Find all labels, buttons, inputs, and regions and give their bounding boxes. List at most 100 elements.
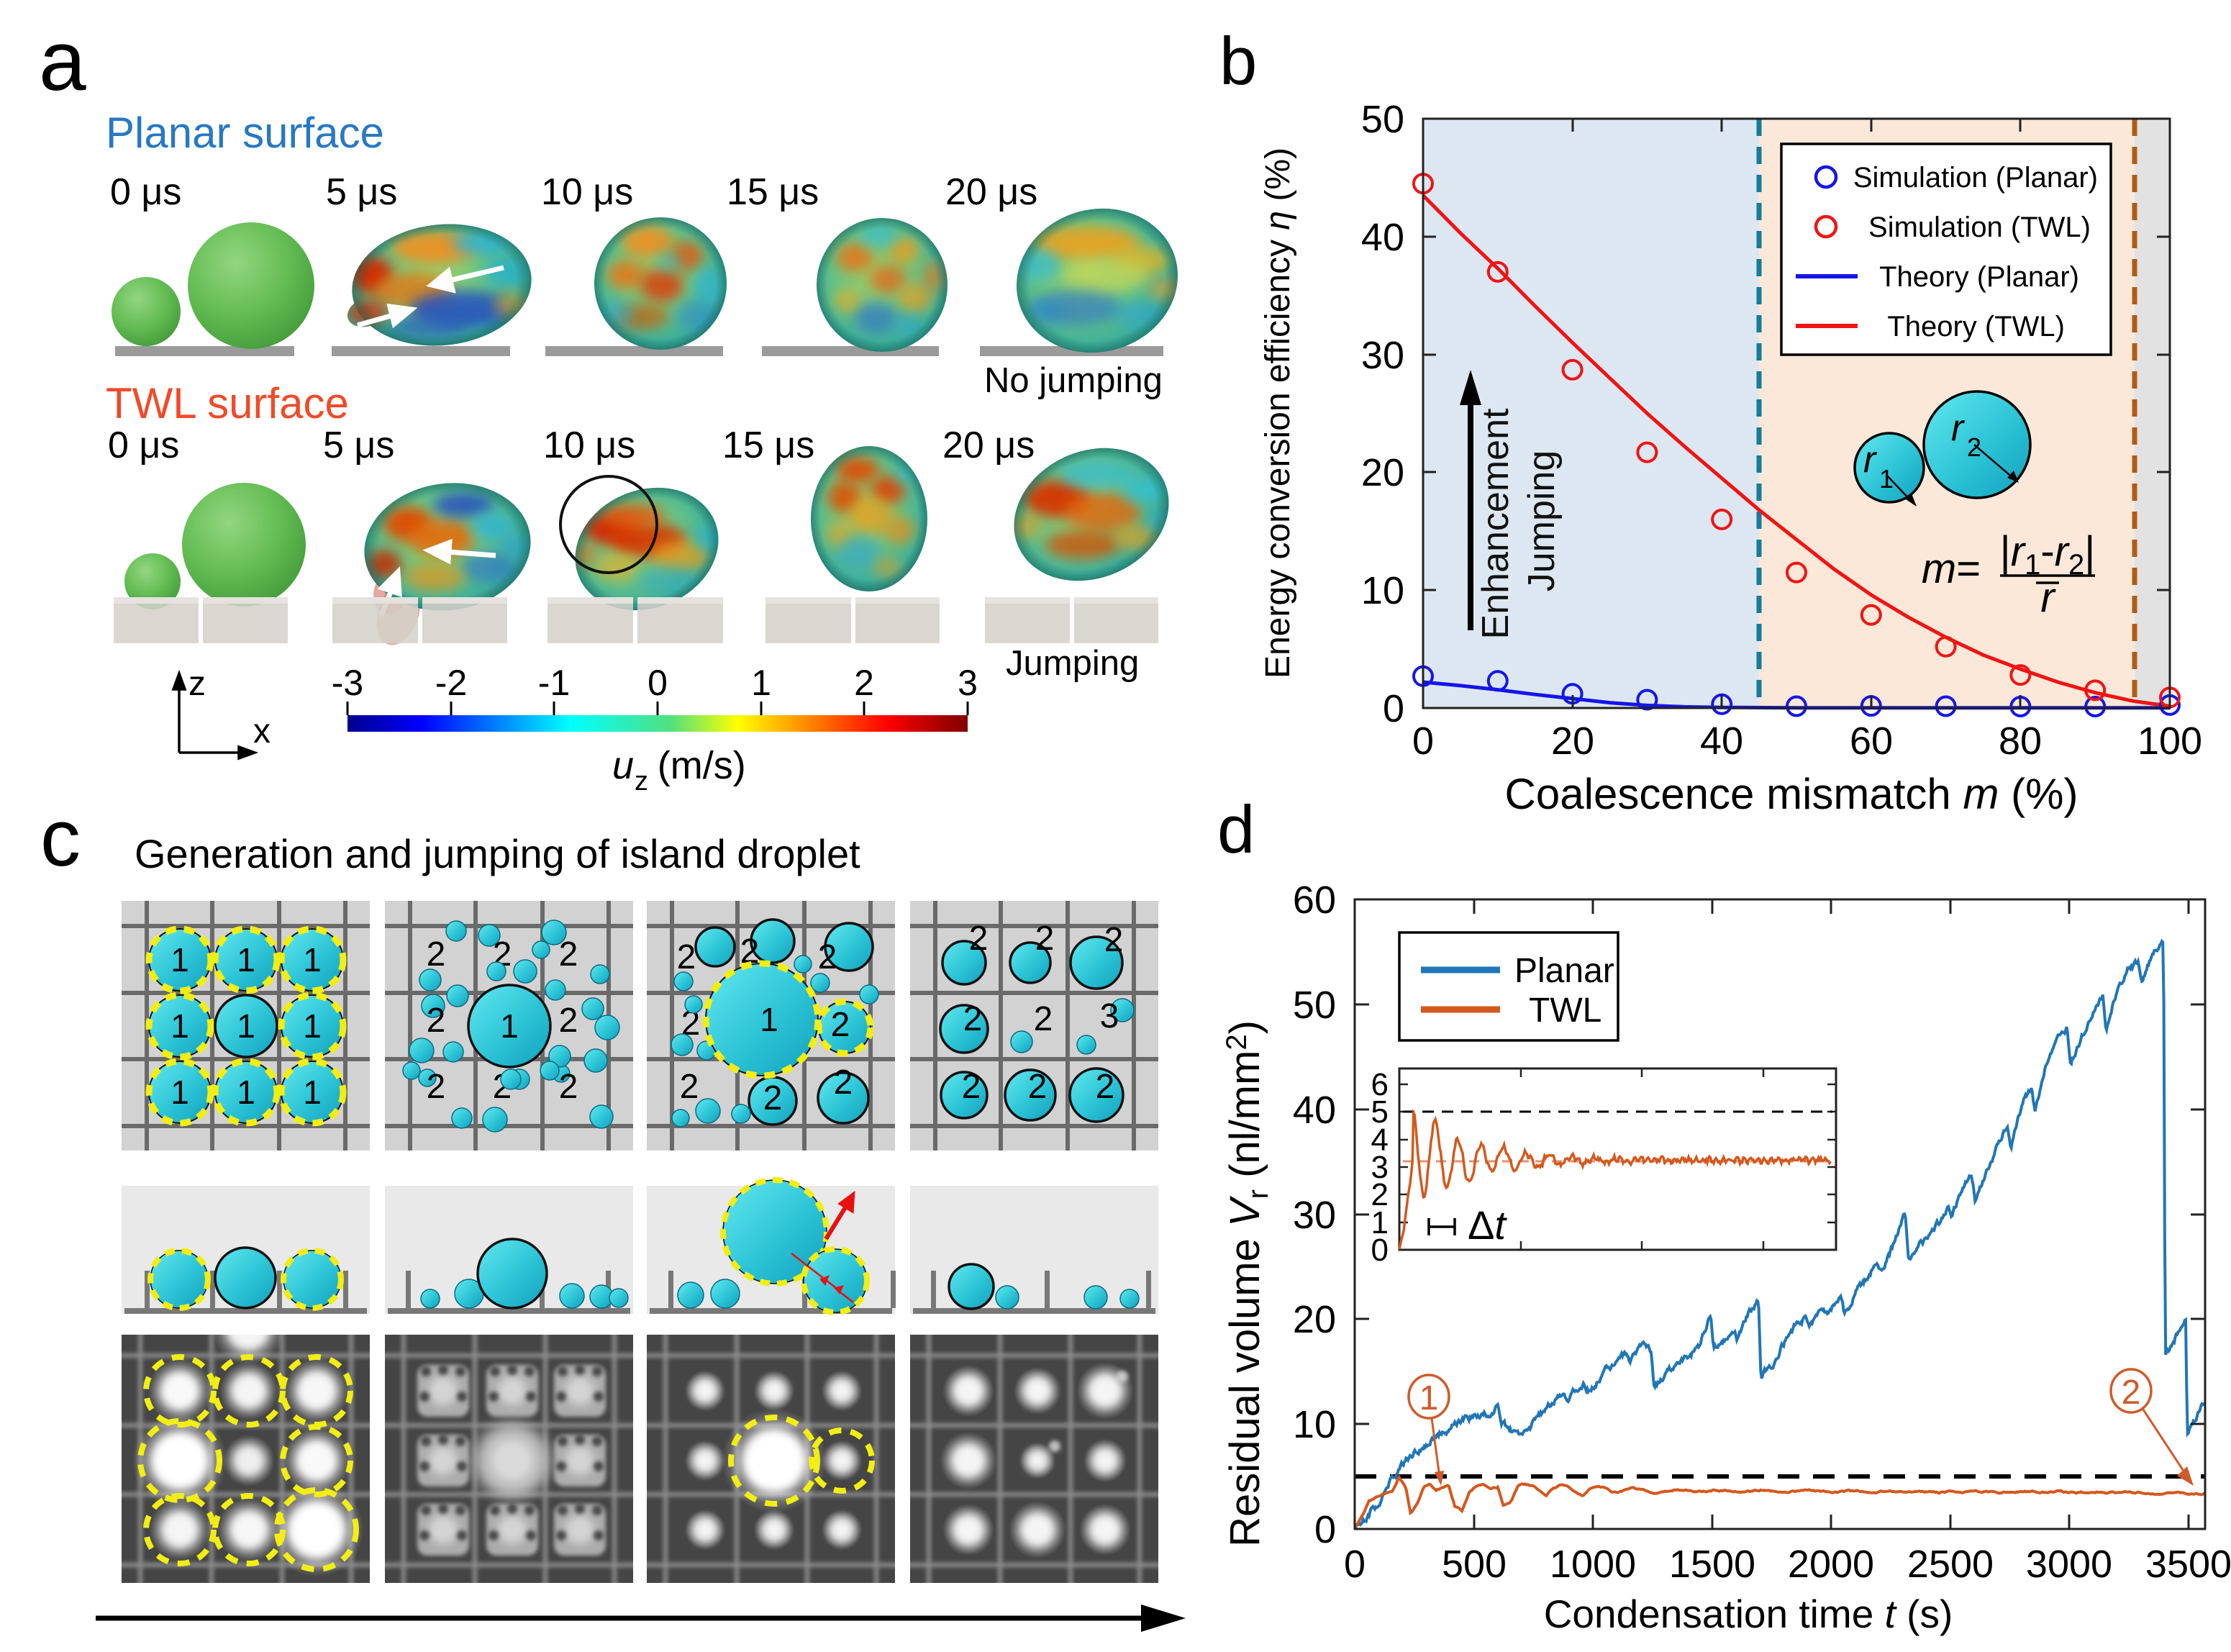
svg-text:1: 1 xyxy=(171,941,189,979)
svg-text:a: a xyxy=(39,14,86,109)
svg-text:2: 2 xyxy=(559,1002,578,1040)
svg-text:2: 2 xyxy=(559,1068,578,1106)
svg-text:15 μs: 15 μs xyxy=(722,425,814,466)
svg-text:2: 2 xyxy=(427,1068,446,1106)
svg-text:No jumping: No jumping xyxy=(984,361,1163,400)
svg-text:60: 60 xyxy=(1850,720,1893,763)
svg-text:Residual volume Vr (nl/mm2): Residual volume Vr (nl/mm2) xyxy=(1221,1020,1274,1547)
svg-text:1500: 1500 xyxy=(1669,1543,1755,1586)
svg-text:c: c xyxy=(40,793,81,883)
svg-text:2: 2 xyxy=(834,1063,853,1102)
svg-text:1: 1 xyxy=(171,1074,189,1111)
svg-text:d: d xyxy=(1217,791,1255,867)
svg-text:0: 0 xyxy=(648,663,668,703)
svg-text:3: 3 xyxy=(958,663,978,703)
svg-text:b: b xyxy=(1219,23,1257,99)
svg-text:1: 1 xyxy=(751,663,771,703)
svg-text:Planar surface: Planar surface xyxy=(106,109,384,157)
svg-text:3000: 3000 xyxy=(2026,1543,2112,1586)
svg-text:3: 3 xyxy=(1371,1150,1389,1185)
svg-text:|r1-r2|: |r1-r2| xyxy=(2000,528,2096,581)
svg-text:1: 1 xyxy=(303,1007,322,1045)
svg-text:TWL: TWL xyxy=(1529,991,1601,1030)
svg-text:2: 2 xyxy=(1035,920,1055,958)
svg-text:6: 6 xyxy=(1371,1067,1389,1102)
svg-text:0: 0 xyxy=(1371,1233,1389,1268)
svg-text:20: 20 xyxy=(1293,1298,1336,1341)
svg-text:2: 2 xyxy=(818,938,837,976)
svg-text:20: 20 xyxy=(1361,451,1404,494)
svg-text:40: 40 xyxy=(1700,720,1743,763)
svg-text:60: 60 xyxy=(1293,879,1336,922)
svg-text:5 μs: 5 μs xyxy=(323,425,394,466)
svg-text:10: 10 xyxy=(1293,1403,1336,1446)
svg-text:20 μs: 20 μs xyxy=(945,171,1037,213)
svg-text:2: 2 xyxy=(2122,1374,2141,1412)
svg-text:r: r xyxy=(2040,574,2056,621)
svg-text:2: 2 xyxy=(1967,432,1981,462)
svg-text:10: 10 xyxy=(1361,569,1404,612)
svg-text:m=: m= xyxy=(1922,545,1981,592)
svg-text:2: 2 xyxy=(963,1000,983,1038)
svg-text:x: x xyxy=(253,712,271,750)
svg-text:10 μs: 10 μs xyxy=(543,425,635,466)
svg-text:30: 30 xyxy=(1293,1194,1336,1237)
svg-text:Planar: Planar xyxy=(1514,952,1614,990)
svg-text:1: 1 xyxy=(303,1074,322,1111)
svg-text:Enhancement: Enhancement xyxy=(1475,408,1517,639)
svg-text:-1: -1 xyxy=(538,663,570,703)
svg-text:0 μs: 0 μs xyxy=(108,425,179,466)
svg-text:2: 2 xyxy=(1034,1000,1053,1038)
svg-text:5: 5 xyxy=(1371,1094,1389,1130)
svg-text:3: 3 xyxy=(1100,997,1119,1035)
svg-text:2: 2 xyxy=(831,1006,850,1044)
svg-text:1: 1 xyxy=(500,1007,519,1045)
svg-text:Coalescence mismatch m (%): Coalescence mismatch m (%) xyxy=(1505,770,2078,818)
svg-text:2: 2 xyxy=(1028,1068,1048,1106)
svg-text:2000: 2000 xyxy=(1788,1543,1874,1586)
svg-text:20: 20 xyxy=(1551,720,1594,763)
svg-text:2: 2 xyxy=(962,1068,981,1106)
svg-text:50: 50 xyxy=(1361,98,1404,141)
svg-text:2: 2 xyxy=(969,920,989,958)
svg-text:2: 2 xyxy=(427,935,446,974)
svg-text:2: 2 xyxy=(763,1079,783,1117)
svg-text:0: 0 xyxy=(1383,687,1404,730)
svg-text:1: 1 xyxy=(237,1074,255,1111)
svg-text:r: r xyxy=(1863,439,1878,481)
svg-text:2: 2 xyxy=(427,1002,446,1040)
svg-text:0: 0 xyxy=(1344,1543,1366,1586)
svg-text:50: 50 xyxy=(1293,984,1336,1027)
svg-text:2500: 2500 xyxy=(1907,1543,1994,1586)
svg-text:z: z xyxy=(188,665,206,703)
svg-text:1: 1 xyxy=(1419,1379,1439,1417)
svg-text:80: 80 xyxy=(1999,720,2042,763)
svg-text:500: 500 xyxy=(1442,1543,1507,1586)
svg-text:1: 1 xyxy=(237,941,255,979)
svg-text:2: 2 xyxy=(559,935,578,974)
svg-text:1000: 1000 xyxy=(1550,1543,1636,1586)
svg-text:4: 4 xyxy=(1371,1122,1389,1158)
svg-text:Simulation (TWL): Simulation (TWL) xyxy=(1868,212,2091,243)
svg-text:Condensation time t (s): Condensation time t (s) xyxy=(1544,1592,1953,1636)
svg-text:40: 40 xyxy=(1293,1089,1336,1132)
svg-text:-2: -2 xyxy=(435,663,467,703)
svg-text:2: 2 xyxy=(854,663,874,703)
svg-text:Simulation (Planar): Simulation (Planar) xyxy=(1853,162,2098,194)
svg-text:0 μs: 0 μs xyxy=(110,171,181,213)
svg-text:2: 2 xyxy=(1104,921,1124,959)
svg-text:3500: 3500 xyxy=(2145,1543,2231,1586)
svg-text:30: 30 xyxy=(1361,334,1404,377)
svg-text:1: 1 xyxy=(171,1007,189,1045)
svg-text:TWL surface: TWL surface xyxy=(106,379,349,427)
svg-text:u: u xyxy=(612,744,634,787)
svg-text:10 μs: 10 μs xyxy=(541,171,633,213)
svg-text:5 μs: 5 μs xyxy=(326,171,397,213)
svg-text:z: z xyxy=(635,766,648,796)
svg-text:1: 1 xyxy=(1371,1205,1389,1240)
svg-text:20 μs: 20 μs xyxy=(942,425,1035,466)
svg-text:15 μs: 15 μs xyxy=(727,171,819,213)
svg-text:1: 1 xyxy=(303,941,322,979)
svg-text:0: 0 xyxy=(1412,720,1434,763)
svg-text:1: 1 xyxy=(760,1001,778,1038)
